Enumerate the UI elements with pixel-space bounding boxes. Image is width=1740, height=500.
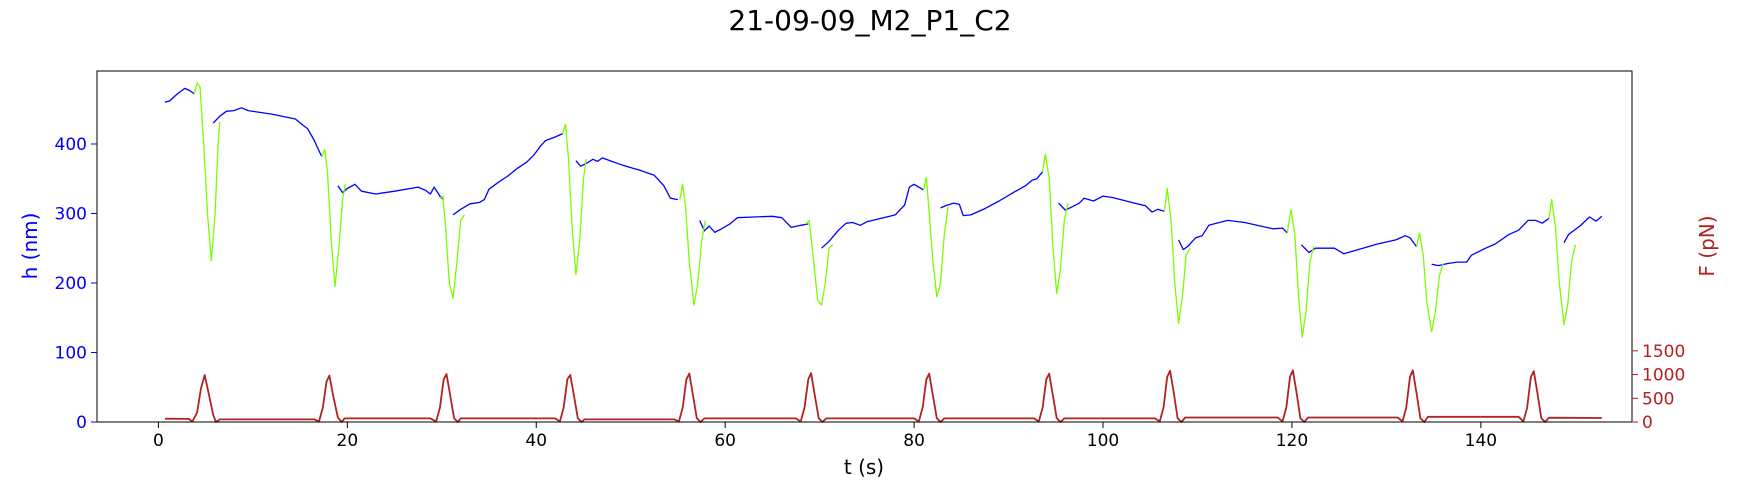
x-tick-label: 120 [1276,431,1308,451]
series-1-line-6 [922,176,949,298]
series-1-line-1 [321,148,347,288]
y-axis-right-label: F (pN) [1695,215,1719,276]
y-right-tick-label: 1000 [1642,366,1685,386]
series-0-line-12 [1563,215,1603,244]
series-0-line-3 [452,133,563,216]
x-tick-label: 20 [337,431,359,451]
series-0-line-5 [699,215,809,233]
series-1-line-11 [1548,198,1576,326]
y-left-tick-label: 200 [55,274,87,294]
x-tick-label: 40 [525,431,547,451]
y-axis-right: 0 500 1000 1500 [1632,342,1685,433]
series-0-line-0 [164,87,195,103]
series-1-line-9 [1286,208,1315,338]
series-0-line-1 [212,107,323,157]
x-axis: 0 20 40 60 80 100 120 140 [153,422,1497,451]
series-0-line-10 [1300,235,1418,255]
series-0-line-6 [821,183,924,249]
y-left-tick-label: 400 [55,135,87,155]
series-1-line-7 [1041,153,1069,295]
series-1-line-2 [439,195,466,299]
plot-frame [96,70,1633,423]
y-left-tick-label: 100 [55,343,87,363]
series-0-line-7 [940,171,1044,217]
x-tick-label: 0 [153,431,164,451]
series-layer [164,82,1603,423]
series-1-line-4 [679,183,706,306]
series-1-line-0 [193,82,221,262]
series-1-line-3 [562,123,587,276]
y-left-tick-label: 300 [55,204,87,224]
series-0-line-11 [1431,217,1550,267]
series-2-line-0 [164,369,1602,423]
series-0-line-2 [337,183,445,201]
y-right-tick-label: 500 [1642,389,1674,409]
x-axis-label: t (s) [844,455,884,479]
chart-title: 21-09-09_M2_P1_C2 [728,4,1011,37]
series-1-line-8 [1163,187,1191,324]
y-axis-left-label: h (nm) [18,213,42,280]
series-1-line-10 [1415,232,1444,333]
x-tick-label: 60 [714,431,736,451]
y-left-tick-label: 0 [76,413,87,433]
series-0-line-4 [575,157,679,201]
series-1-line-5 [805,219,834,306]
series-0-line-9 [1178,219,1288,251]
y-right-tick-label: 1500 [1642,342,1685,362]
x-tick-label: 100 [1087,431,1119,451]
x-tick-label: 80 [903,431,925,451]
y-right-tick-label: 0 [1642,413,1653,433]
y-axis-left: 0 100 200 300 400 [55,135,97,433]
series-0-line-8 [1058,195,1165,213]
x-tick-label: 140 [1465,431,1497,451]
